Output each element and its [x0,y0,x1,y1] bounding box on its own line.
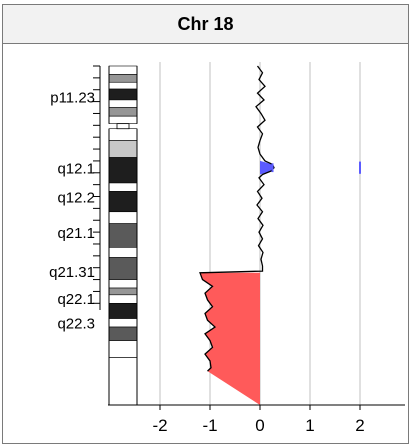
ideogram-band [108,65,138,75]
ideogram-band [108,128,138,141]
band-label: q12.1 [57,161,95,178]
ideogram-band [108,157,138,184]
ideogram-band [108,88,138,101]
x-tick-label: -2 [152,416,167,435]
ideogram-band [108,99,138,108]
ideogram-band [108,107,138,117]
band-label: p11.23 [50,90,95,107]
band-label: q22.1 [57,291,95,308]
ideogram-band [108,182,138,192]
copy-number-line [199,65,275,372]
band-label: q22.3 [57,316,95,333]
ideogram-band [108,326,138,341]
band-label: q21.1 [57,225,95,242]
ideogram-band [108,302,138,319]
band-label: q21.31 [49,264,95,281]
x-tick-label: 1 [305,416,314,435]
ideogram-band [108,223,138,248]
x-tick-label: 0 [255,416,264,435]
ideogram-band [108,140,138,158]
plot-area [2,44,409,444]
ideogram-band [108,115,138,124]
band-label: q12.2 [57,190,95,207]
centromere [116,123,130,130]
ideogram-band [108,191,138,213]
ideogram-band [108,211,138,224]
chart-title: Chr 18 [2,4,409,44]
x-tick-label: 2 [355,416,364,435]
ideogram-band [108,340,138,358]
ideogram-band [108,318,138,328]
ideogram-band [108,357,138,406]
ideogram-band [108,247,138,258]
ideogram-band [108,294,138,304]
loss-region [200,272,260,405]
ideogram-band [108,279,138,289]
ideogram-band [108,81,138,90]
ideogram-band [108,287,138,296]
ideogram-band [108,257,138,280]
x-tick-label: -1 [202,416,217,435]
ideogram-band [108,74,138,83]
